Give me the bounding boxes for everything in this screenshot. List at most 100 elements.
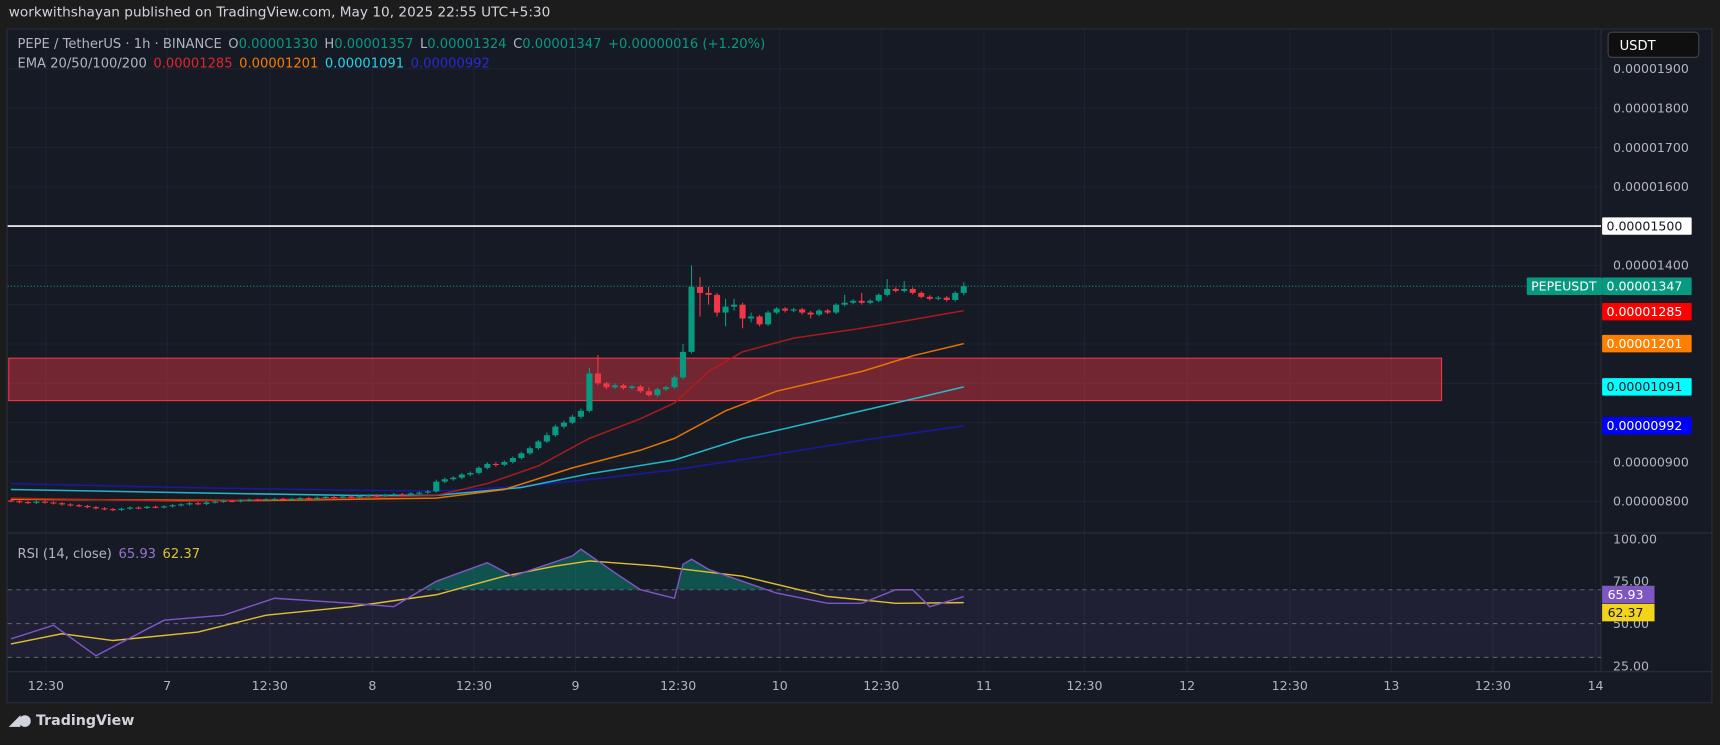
candle-body [671, 377, 678, 388]
candle [935, 296, 942, 301]
candle [263, 498, 270, 502]
candle [535, 439, 542, 450]
candle-body [407, 493, 414, 495]
price-axis-tick: 0.00000800 [1613, 494, 1689, 509]
ema100-price-label-bg [1602, 378, 1692, 396]
candle-body [960, 286, 967, 293]
candle-body [952, 292, 959, 300]
candle [169, 504, 176, 508]
candle-body [790, 309, 797, 311]
time-axis-tick: 12:30 [252, 678, 288, 693]
candle-body [901, 288, 908, 291]
rsi-signal-price-label: 62.37 [1608, 605, 1644, 620]
candle [75, 504, 83, 508]
rsi-signal-line [10, 560, 964, 645]
candle [705, 287, 712, 305]
candle-body [884, 288, 891, 295]
candle [492, 462, 499, 467]
rsi-title[interactable]: RSI (14, close) [17, 546, 112, 562]
candle [484, 462, 491, 470]
ema50-line [10, 342, 964, 502]
candle [867, 299, 874, 305]
candle-body [730, 304, 738, 307]
candle-body [246, 499, 253, 501]
ema-title[interactable]: EMA 20/50/100/200 [17, 55, 147, 71]
candle-body [543, 435, 550, 442]
time-axis-tick: 12:30 [1272, 678, 1308, 693]
candle [101, 507, 108, 511]
candle [67, 503, 74, 507]
symbol-price-label-bg [1526, 277, 1603, 295]
candle-body [399, 494, 406, 496]
candle-body [475, 467, 482, 473]
candle-body [926, 296, 933, 299]
tradingview-logo[interactable]: ◢● TradingView [9, 712, 135, 729]
ema20-price-label: 0.00001285 [1606, 304, 1682, 319]
candle [33, 500, 40, 505]
candle [603, 381, 610, 390]
candle [399, 493, 406, 496]
ema200-price-label: 0.00000992 [1606, 418, 1682, 433]
candle [671, 375, 678, 389]
currency-button[interactable]: USDT [1607, 31, 1700, 58]
candle [816, 309, 823, 317]
candle [314, 496, 321, 500]
candle [569, 414, 576, 425]
candle-body [594, 373, 601, 384]
candle-body [67, 504, 74, 506]
candle [50, 501, 57, 505]
candle [730, 298, 738, 311]
symbol-title[interactable]: PEPE / TetherUS · 1h · BINANCE [17, 36, 222, 52]
candle [271, 497, 278, 501]
candle [195, 502, 202, 506]
rsi-legend: RSI (14, close) 65.93 62.37 [17, 546, 206, 561]
candle-body [416, 492, 423, 494]
candle-body [118, 508, 125, 510]
candle-body [92, 507, 100, 509]
candle-body [41, 501, 49, 503]
candle-body [424, 491, 431, 493]
candle-body [918, 292, 925, 297]
candle [254, 498, 261, 502]
candle [892, 287, 899, 293]
candle [722, 298, 729, 327]
candle-body [535, 441, 542, 449]
candle [365, 494, 372, 498]
price-axis-tick: 0.00001600 [1613, 179, 1689, 194]
chart-panel[interactable] [6, 28, 1713, 704]
candle [356, 494, 363, 499]
candle-body [322, 496, 329, 499]
candle-body [178, 504, 185, 506]
candle-body [229, 500, 236, 502]
close-label: C [513, 36, 523, 52]
candle-body [271, 498, 278, 501]
ema100-price-label: 0.00001091 [1606, 379, 1682, 394]
candle [594, 355, 601, 386]
candle-body [186, 503, 193, 505]
candle [467, 471, 474, 477]
candle [833, 303, 840, 315]
candle [526, 446, 533, 455]
candle-body [484, 463, 491, 468]
candle [135, 506, 142, 510]
candle [952, 291, 959, 302]
candle [118, 507, 125, 512]
candle [739, 302, 746, 329]
candle-body [492, 463, 499, 466]
level-price-label: 0.00001500 [1606, 218, 1682, 233]
candle-body [748, 316, 755, 319]
candle [577, 408, 584, 419]
candle [841, 294, 848, 307]
candle-body [705, 292, 712, 295]
candle [7, 499, 14, 503]
candle [305, 496, 312, 500]
ema-legend: EMA 20/50/100/200 0.00001285 0.00001201 0.0… [17, 56, 496, 71]
price-axis-tick: 0.00001800 [1613, 100, 1689, 115]
ema20-price-label-bg [1602, 302, 1692, 321]
candle [748, 312, 755, 323]
candle-body [756, 316, 763, 325]
candle-body [75, 505, 83, 507]
last-price-label-bg [1602, 277, 1692, 295]
